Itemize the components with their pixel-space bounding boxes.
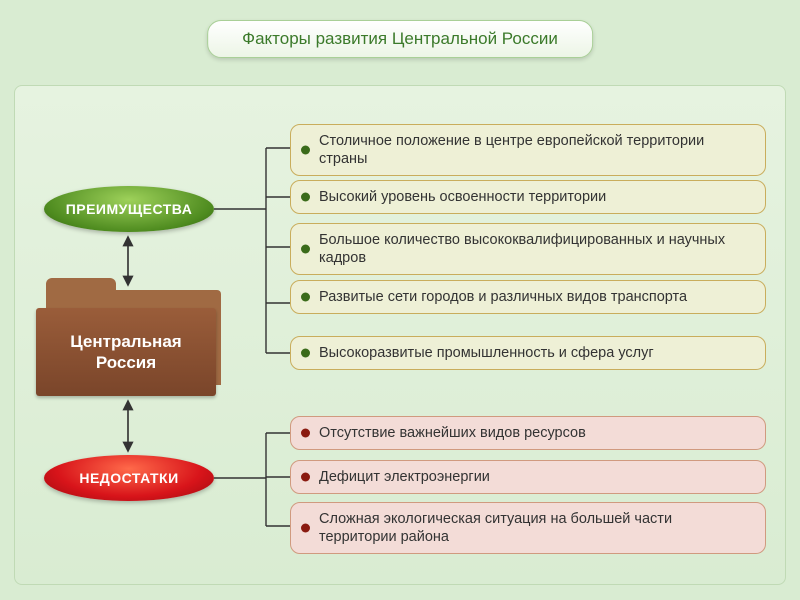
title-pill: Факторы развития Центральной России — [207, 20, 593, 58]
disadvantages-ellipse: НЕДОСТАТКИ — [44, 455, 214, 501]
advantage-text: Большое количество высококвалифицированн… — [319, 232, 725, 266]
bullet-dot — [301, 293, 310, 302]
disadvantages-label: НЕДОСТАТКИ — [79, 470, 178, 486]
advantage-item: Столичное положение в центре европейской… — [290, 124, 766, 176]
central-label-line1: Центральная — [70, 331, 181, 352]
disadvantage-item: Сложная экологическая ситуация на больше… — [290, 502, 766, 554]
bullet-dot — [301, 146, 310, 155]
advantages-label: ПРЕИМУЩЕСТВА — [66, 201, 193, 217]
advantages-ellipse: ПРЕИМУЩЕСТВА — [44, 186, 214, 232]
advantage-text: Развитые сети городов и различных видов … — [319, 289, 687, 305]
folder-front: Центральная Россия — [36, 308, 216, 396]
advantage-item: Высокий уровень освоенности территории — [290, 180, 766, 214]
disadvantage-item: Отсутствие важнейших видов ресурсов — [290, 416, 766, 450]
advantage-text: Столичное положение в центре европейской… — [319, 133, 704, 167]
advantage-item: Большое количество высококвалифицированн… — [290, 223, 766, 275]
central-node-folder: Центральная Россия — [36, 290, 221, 400]
advantage-text: Высокоразвитые промышленность и сфера ус… — [319, 345, 654, 361]
bullet-dot — [301, 349, 310, 358]
bullet-dot — [301, 524, 310, 533]
bullet-dot — [301, 193, 310, 202]
title-text: Факторы развития Центральной России — [242, 29, 558, 48]
disadvantage-text: Отсутствие важнейших видов ресурсов — [319, 425, 586, 441]
bullet-dot — [301, 429, 310, 438]
advantage-item: Высокоразвитые промышленность и сфера ус… — [290, 336, 766, 370]
advantage-text: Высокий уровень освоенности территории — [319, 189, 606, 205]
disadvantage-text: Дефицит электроэнергии — [319, 469, 490, 485]
bullet-dot — [301, 473, 310, 482]
disadvantage-item: Дефицит электроэнергии — [290, 460, 766, 494]
central-label-line2: Россия — [96, 352, 156, 373]
disadvantage-text: Сложная экологическая ситуация на больше… — [319, 511, 672, 545]
advantage-item: Развитые сети городов и различных видов … — [290, 280, 766, 314]
bullet-dot — [301, 245, 310, 254]
